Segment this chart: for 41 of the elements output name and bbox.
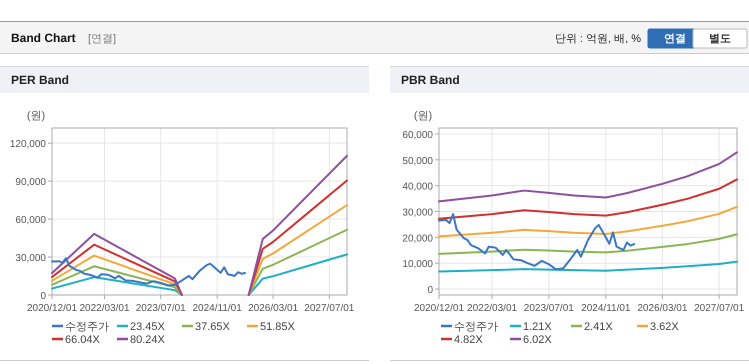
y-tick-label: 30,000 xyxy=(402,208,434,218)
x-tick-label: 2027/07/01 xyxy=(304,303,355,314)
x-tick-label: 2022/03/01 xyxy=(467,303,518,314)
legend-label: 1.21X xyxy=(523,321,552,333)
y-tick-label: 60,000 xyxy=(15,215,46,226)
y-tick-label: 10,000 xyxy=(402,259,434,270)
legend-label: 66.04X xyxy=(65,334,101,346)
legend-label: 3.62X xyxy=(650,321,680,333)
chart-title: PER Band xyxy=(11,73,70,87)
x-tick-label: 2024/11/01 xyxy=(581,303,631,314)
legend-label: 51.85X xyxy=(260,321,296,333)
legend-label: 23.45X xyxy=(130,321,166,333)
legend-label: 4.82X xyxy=(454,334,484,346)
y-tick-label: 30,000 xyxy=(15,253,46,264)
x-tick-label: 2023/07/01 xyxy=(136,303,186,314)
x-tick-label: 2027/07/01 xyxy=(694,303,745,314)
x-tick-label: 2023/07/01 xyxy=(524,303,574,314)
legend-label: 수정주가 xyxy=(454,321,498,333)
chart-title: PBR Band xyxy=(401,73,460,87)
y-axis-title: (원) xyxy=(414,110,432,122)
y-tick-label: 0 xyxy=(40,291,46,302)
y-tick-label: 60,000 xyxy=(402,130,434,141)
y-tick-label: 0 xyxy=(427,285,434,296)
legend-label: 80.24X xyxy=(130,334,166,346)
legend-label: 6.02X xyxy=(523,334,552,346)
y-tick-label: 40,000 xyxy=(402,182,434,193)
x-tick-label: 2024/11/01 xyxy=(192,303,242,314)
y-tick-label: 20,000 xyxy=(402,233,434,244)
y-tick-label: 90,000 xyxy=(15,177,46,188)
x-tick-label: 2026/03/01 xyxy=(637,303,688,314)
x-tick-label: 2020/12/01 xyxy=(26,303,78,314)
x-tick-label: 2026/03/01 xyxy=(248,303,299,314)
legend-label: 수정주가 xyxy=(65,321,109,333)
y-tick-label: 120,000 xyxy=(10,139,46,150)
legend-label: 37.65X xyxy=(195,321,231,333)
header: Band Chart [연결] 단위 : 억원, 배, % 연결 별도 xyxy=(0,21,749,54)
legend-label: 2.41X xyxy=(584,321,614,333)
y-tick-label: 50,000 xyxy=(402,156,434,167)
y-axis-title: (원) xyxy=(26,110,46,122)
x-tick-label: 2020/12/01 xyxy=(414,303,464,314)
x-tick-label: 2022/03/01 xyxy=(79,303,130,314)
